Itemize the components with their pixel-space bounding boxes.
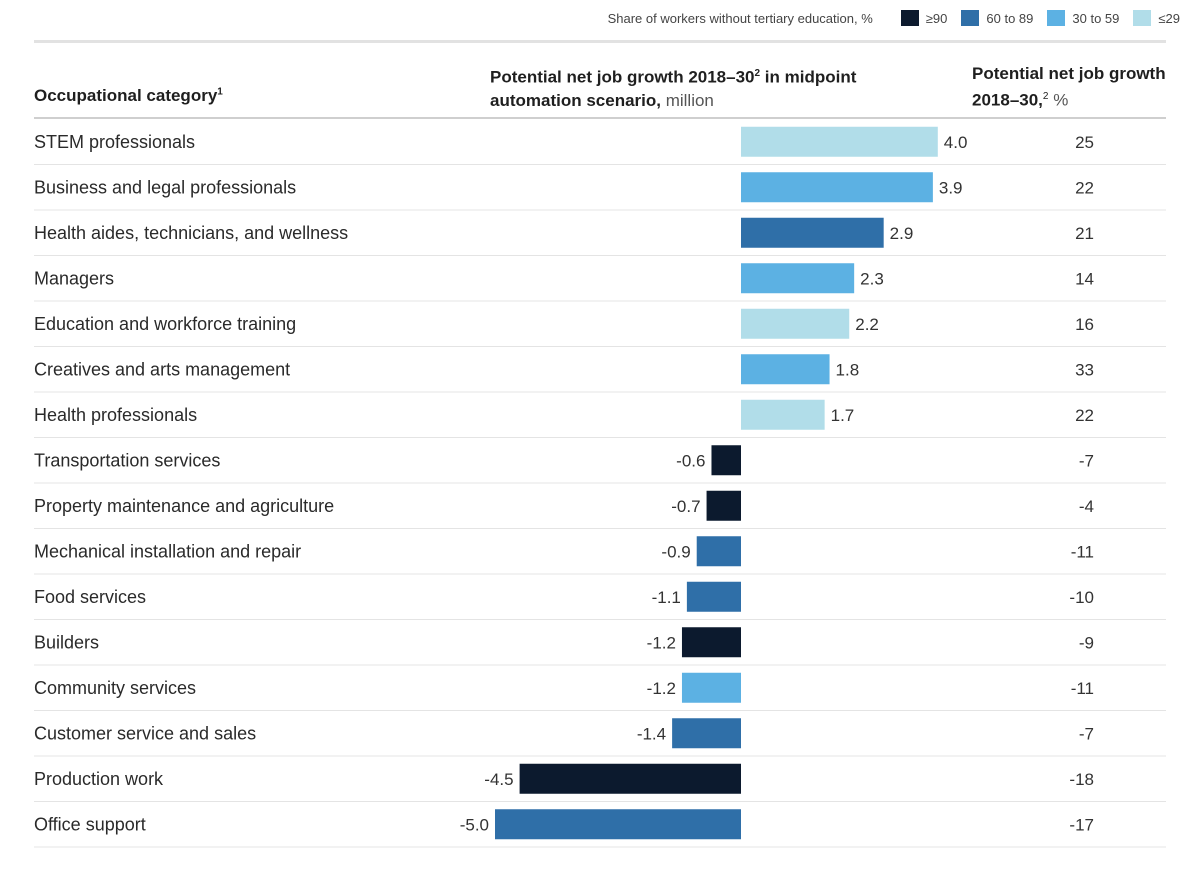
value-label: -0.6 [676,451,705,470]
legend-swatch-30to59 [1047,10,1066,26]
legend-item-le29: ≤29 [1133,10,1180,26]
legend-label-60to89: 60 to 89 [986,10,1034,26]
legend-label-ge90: ≥90 [925,10,948,26]
pct-growth-label: -11 [1071,542,1094,561]
pct-growth-label: 25 [1075,133,1094,152]
header-growth-pct-unit: % [1048,90,1069,110]
category-label: Health aides, technicians, and wellness [34,223,348,243]
category-label: Mechanical installation and repair [34,541,301,561]
legend-title: Share of workers without tertiary educat… [607,10,873,26]
legend-item-30to59: 30 to 59 [1047,10,1119,26]
value-label: -1.2 [647,679,676,698]
header-growth-million: Potential net job growth 2018–302 in mid… [490,62,910,112]
pct-growth-label: -9 [1079,633,1094,652]
value-label: 1.8 [836,360,860,379]
legend-swatch-60to89 [961,10,980,26]
pct-growth-label: -10 [1069,588,1094,607]
pct-growth-label: -4 [1079,497,1094,516]
header-growth-pct-text: Potential net job growth 2018–30, [972,64,1166,110]
bar [495,809,741,840]
value-label: -5.0 [460,815,489,834]
category-label: Office support [34,814,146,834]
value-label: 4.0 [944,133,968,152]
value-label: 1.7 [831,406,855,425]
bar [741,399,825,430]
value-label: -4.5 [484,770,513,789]
category-label: Managers [34,268,114,288]
legend-swatch-ge90 [900,10,919,26]
category-label: Builders [34,632,99,652]
category-label: Health professionals [34,405,197,425]
pct-growth-label: -18 [1069,770,1094,789]
legend: Share of workers without tertiary educat… [608,8,1180,28]
value-label: -0.7 [671,497,700,516]
bar [519,763,741,794]
bar [681,627,741,658]
legend-item-ge90: ≥90 [900,10,948,26]
header-occupational-category-text: Occupational category [34,86,218,105]
pct-growth-label: 21 [1075,224,1094,243]
value-label: 3.9 [939,178,963,197]
bar [741,308,850,339]
pct-growth-label: -7 [1079,724,1094,743]
category-label: Transportation services [34,450,220,470]
value-label: 2.3 [860,269,884,288]
value-label: -1.1 [652,588,681,607]
pct-growth-label: 22 [1075,406,1094,425]
bar [696,536,741,567]
bar [741,217,884,248]
pct-growth-label: 16 [1075,315,1094,334]
header-growth-million-tail: in midpoint automation scenario, [490,67,857,110]
legend-swatch-le29 [1133,10,1152,26]
pct-growth-label: -7 [1079,451,1094,470]
header-occupational-category-note: 1 [217,86,223,98]
category-label: Customer service and sales [34,723,256,743]
bar [681,672,741,703]
value-label: -1.2 [647,633,676,652]
header-growth-million-note: 2 [754,68,761,79]
value-label: 2.2 [855,315,879,334]
pct-growth-label: 22 [1075,178,1094,197]
header-growth-pct-note: 2 [1042,91,1049,102]
bar [741,263,855,294]
header-growth-pct: Potential net job growth 2018–30,2 % [972,62,1172,112]
header-rule [34,117,1166,119]
header-growth-million-unit: million [660,90,714,110]
bar [741,126,938,157]
value-label: -1.4 [637,724,666,743]
pct-growth-label: -17 [1069,815,1094,834]
pct-growth-label: 14 [1075,269,1094,288]
value-label: -0.9 [661,542,690,561]
bar [706,490,741,521]
bar [686,581,741,612]
top-rule [34,40,1166,43]
category-label: Business and legal professionals [34,177,296,197]
category-label: Property maintenance and agriculture [34,496,334,516]
pct-growth-label: 33 [1075,360,1094,379]
category-label: Creatives and arts management [34,359,290,379]
category-label: STEM professionals [34,132,195,152]
category-label: Education and workforce training [34,314,296,334]
category-label: Community services [34,678,196,698]
value-label: 2.9 [890,224,914,243]
legend-label-le29: ≤29 [1158,10,1180,26]
bar [711,445,741,476]
legend-item-60to89: 60 to 89 [961,10,1033,26]
bar [741,354,830,385]
category-label: Production work [34,769,164,789]
pct-growth-label: -11 [1071,679,1094,698]
bar [672,718,741,749]
bar [741,172,933,203]
header-growth-million-text: Potential net job growth 2018–30 [490,67,755,87]
header-occupational-category: Occupational category1 [34,86,223,106]
legend-label-30to59: 30 to 59 [1072,10,1120,26]
category-label: Food services [34,587,146,607]
